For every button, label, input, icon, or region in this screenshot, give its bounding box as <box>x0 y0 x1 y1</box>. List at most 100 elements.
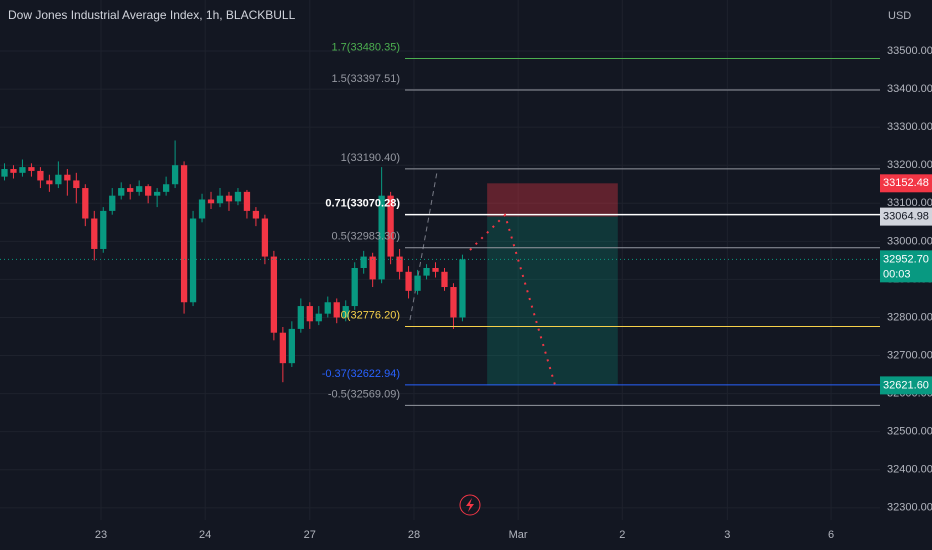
fib-label: 0.5(32983.30) <box>332 231 401 243</box>
fib-label: -0.5(32569.09) <box>328 388 400 400</box>
candle-body <box>441 271 448 288</box>
currency: USD <box>888 10 911 22</box>
candle-body <box>189 218 197 303</box>
price-badge-label: 32952.70 <box>883 253 929 265</box>
y-tick-label: 32700.00 <box>887 349 932 361</box>
x-tick-label: 23 <box>95 529 107 541</box>
candle-body <box>28 167 35 171</box>
candle-body <box>55 174 62 185</box>
candle-body <box>100 210 107 249</box>
x-tick-label: 2 <box>619 529 625 541</box>
trend-line <box>409 171 438 321</box>
candle-body <box>423 267 430 276</box>
y-tick-label: 33300.00 <box>887 121 932 133</box>
y-tick-label: 33400.00 <box>887 83 932 95</box>
candle-body <box>378 195 385 280</box>
x-tick-label: Mar <box>509 529 528 541</box>
candle-body <box>154 191 161 196</box>
fib-label: 0(32776.20) <box>341 309 400 321</box>
price-badge <box>880 376 932 395</box>
fib-label: 1.5(33397.51) <box>332 73 401 85</box>
candle-body <box>387 195 394 257</box>
candle-body <box>19 167 26 173</box>
y-tick-label: 33500.00 <box>887 45 932 57</box>
candle-body <box>91 218 98 249</box>
y-tick-label: 32400.00 <box>887 464 932 476</box>
candle-body <box>64 174 71 181</box>
candle-body <box>37 170 44 181</box>
fib-label: 1.7(33480.35) <box>332 41 401 53</box>
candle-body <box>252 210 260 219</box>
x-tick-label: 27 <box>304 529 316 541</box>
candle-body <box>261 218 269 257</box>
x-tick-label: 28 <box>408 529 420 541</box>
countdown: 00:03 <box>883 268 911 280</box>
candle-body <box>324 302 331 314</box>
candle-body <box>342 306 349 318</box>
candle-body <box>145 186 152 196</box>
candle-body <box>315 313 322 322</box>
candle-body <box>351 267 358 307</box>
price-badge-label: 33064.98 <box>883 211 929 223</box>
candle-body <box>288 328 295 364</box>
alert-bolt <box>466 498 474 512</box>
y-tick-label: 33200.00 <box>887 159 932 171</box>
price-badge-label: 32621.60 <box>883 379 929 391</box>
fib-label: 1(33190.40) <box>341 152 400 164</box>
candle-body <box>82 188 89 219</box>
target-zone <box>487 216 618 386</box>
candle-body <box>171 165 179 185</box>
y-tick-label: 32500.00 <box>887 426 932 438</box>
candle-body <box>243 191 251 211</box>
y-tick-label: 32300.00 <box>887 502 932 514</box>
candle-body <box>450 287 457 318</box>
alert-icon[interactable] <box>459 494 481 516</box>
price-badge <box>880 174 932 193</box>
candle-body <box>118 188 125 196</box>
candle-body <box>432 267 439 272</box>
candle-body <box>333 302 340 318</box>
candle-body <box>73 180 80 189</box>
candle-body <box>127 188 134 192</box>
candle-body <box>198 199 206 219</box>
candle-body <box>414 275 421 291</box>
candle-body <box>297 306 304 329</box>
candle-body <box>180 165 188 303</box>
price-badge <box>880 207 932 226</box>
fib-label: 0.71(33070.28) <box>325 197 400 209</box>
candle-body <box>369 256 376 280</box>
candle-body <box>225 195 233 202</box>
chart-title: Dow Jones Industrial Average Index, 1h, … <box>8 8 296 22</box>
x-tick-label: 3 <box>724 529 730 541</box>
candle-body <box>405 271 412 291</box>
price-badge <box>880 250 932 283</box>
marks: 1.7(33480.35) 1.5(33397.51) 1(33190.40) 0.7… <box>0 41 880 406</box>
y-tick-label: 33100.00 <box>887 197 932 209</box>
y-tick-label: 33000.00 <box>887 235 932 247</box>
y-tick-label: 32800.00 <box>887 311 932 323</box>
candle-body <box>1 169 8 177</box>
candle-body <box>270 256 278 333</box>
candle-body <box>109 195 116 211</box>
candle-body <box>396 256 403 272</box>
candle-body <box>216 195 224 204</box>
price-axis: 32300.0032400.0032500.0032600.0032700.00… <box>95 45 932 541</box>
candle-body <box>306 306 313 322</box>
x-tick-label: 24 <box>199 529 211 541</box>
fib-label: -0.37(32622.94) <box>322 368 400 380</box>
candle-body <box>162 184 170 192</box>
candle-body <box>279 332 286 364</box>
candle-body <box>10 169 17 173</box>
x-tick-label: 6 <box>828 529 834 541</box>
price-badge-label: 33152.48 <box>883 177 929 189</box>
candle-body <box>46 180 53 185</box>
candle-body <box>360 256 367 268</box>
candle-body <box>459 259 466 318</box>
candle-body <box>136 186 143 192</box>
candle-body <box>234 191 242 202</box>
candle-body <box>207 199 215 204</box>
stop-zone <box>487 183 618 217</box>
projection <box>469 213 556 386</box>
